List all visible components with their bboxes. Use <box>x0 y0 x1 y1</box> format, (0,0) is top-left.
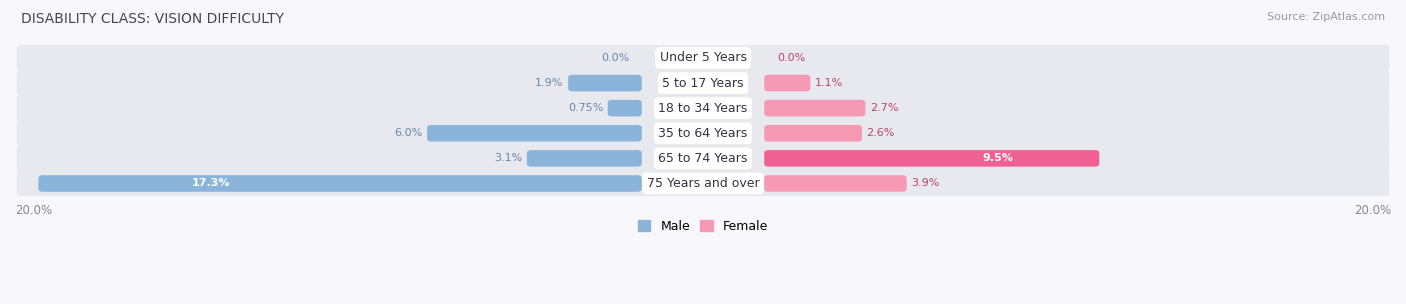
FancyBboxPatch shape <box>17 43 1389 73</box>
FancyBboxPatch shape <box>427 125 641 142</box>
Text: 20.0%: 20.0% <box>1354 204 1391 216</box>
Text: 5 to 17 Years: 5 to 17 Years <box>662 77 744 90</box>
FancyBboxPatch shape <box>607 100 641 116</box>
FancyBboxPatch shape <box>765 125 862 142</box>
FancyBboxPatch shape <box>527 150 641 167</box>
FancyBboxPatch shape <box>38 175 641 192</box>
Text: 3.9%: 3.9% <box>911 178 939 188</box>
Text: 35 to 64 Years: 35 to 64 Years <box>658 127 748 140</box>
Text: 6.0%: 6.0% <box>395 128 423 138</box>
Text: 0.0%: 0.0% <box>778 53 806 63</box>
FancyBboxPatch shape <box>17 68 1389 98</box>
FancyBboxPatch shape <box>17 118 1389 149</box>
Text: 2.6%: 2.6% <box>866 128 894 138</box>
Text: 65 to 74 Years: 65 to 74 Years <box>658 152 748 165</box>
FancyBboxPatch shape <box>765 175 907 192</box>
Text: 2.7%: 2.7% <box>870 103 898 113</box>
Text: Under 5 Years: Under 5 Years <box>659 51 747 64</box>
FancyBboxPatch shape <box>17 143 1389 174</box>
Text: Source: ZipAtlas.com: Source: ZipAtlas.com <box>1267 12 1385 22</box>
FancyBboxPatch shape <box>17 93 1389 123</box>
FancyBboxPatch shape <box>568 75 641 91</box>
Text: 20.0%: 20.0% <box>15 204 52 216</box>
Text: 17.3%: 17.3% <box>191 178 229 188</box>
FancyBboxPatch shape <box>765 75 810 91</box>
Text: 75 Years and over: 75 Years and over <box>647 177 759 190</box>
Text: 3.1%: 3.1% <box>494 154 523 163</box>
Text: 9.5%: 9.5% <box>983 154 1014 163</box>
Text: DISABILITY CLASS: VISION DIFFICULTY: DISABILITY CLASS: VISION DIFFICULTY <box>21 12 284 26</box>
Text: 1.1%: 1.1% <box>815 78 844 88</box>
Text: 0.0%: 0.0% <box>600 53 628 63</box>
FancyBboxPatch shape <box>765 150 1099 167</box>
FancyBboxPatch shape <box>17 168 1389 199</box>
FancyBboxPatch shape <box>765 100 865 116</box>
Text: 1.9%: 1.9% <box>536 78 564 88</box>
Legend: Male, Female: Male, Female <box>633 215 773 238</box>
Text: 18 to 34 Years: 18 to 34 Years <box>658 102 748 115</box>
Text: 0.75%: 0.75% <box>568 103 603 113</box>
